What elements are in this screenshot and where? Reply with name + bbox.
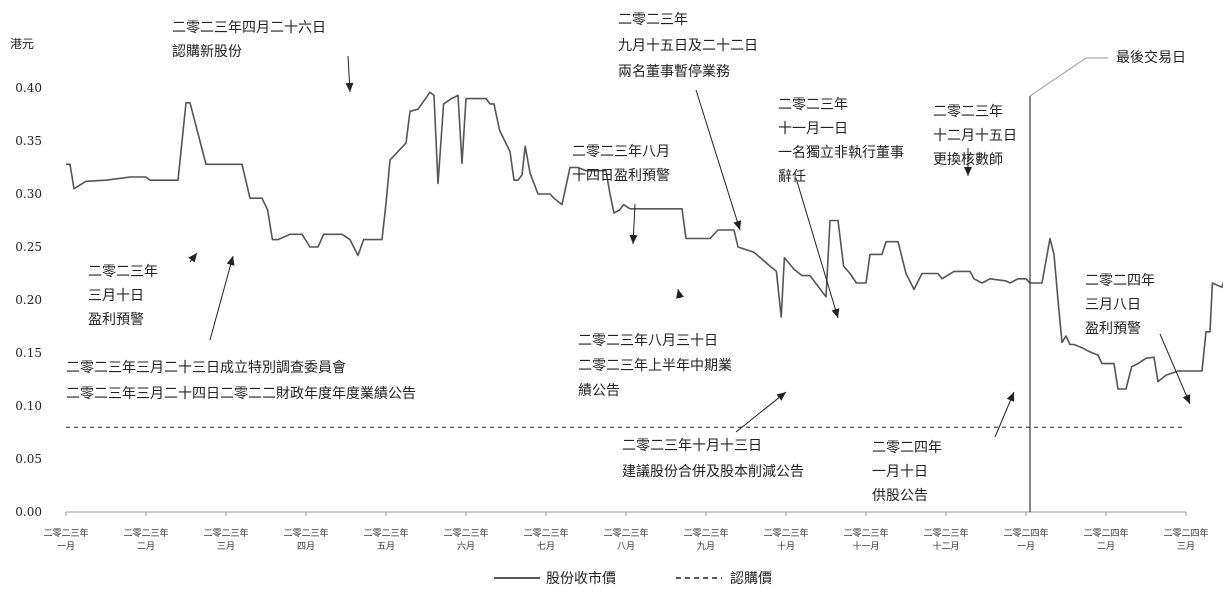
annotation-text: 二零二三年 <box>933 104 1003 120</box>
x-tick-label: 十二月 <box>932 540 959 552</box>
annotation-text: 最後交易日 <box>1116 49 1186 66</box>
annotation-text: 二零二三年上半年中期業 <box>578 358 732 374</box>
annotation-arrow-line <box>695 89 741 231</box>
annotation-arrow-head <box>964 167 972 176</box>
annotation-text: 二零二三年十月十三日 <box>622 438 762 454</box>
annotation-text: 十四日盈利預警 <box>572 168 670 184</box>
annotation-text: 二零二三年 <box>618 12 688 28</box>
y-tick-labels: 0.00 0.05 0.10 0.15 0.20 0.25 0.30 0.35 0.40 <box>15 81 42 519</box>
x-tick-label: 十月 <box>777 540 795 552</box>
y-tick-label: 0.25 <box>15 240 42 254</box>
x-tick-label: 二零二三年 <box>443 527 488 539</box>
y-tick-label: 0.20 <box>15 293 42 307</box>
annotation-arrow-head <box>1182 394 1191 404</box>
x-tick-label: 五月 <box>377 541 395 552</box>
annotation-text: 二零二三年八月三十日 <box>578 333 718 349</box>
last-trading-day-leader <box>1029 57 1108 97</box>
annotation-text: 供股公告 <box>872 488 928 504</box>
x-tick-label: 二零二三年 <box>203 527 248 539</box>
legend: 股份收市價 認購價 <box>494 570 772 587</box>
annotation-text: 二零二三年 <box>778 97 848 113</box>
annotation-text: 二零二三年四月二十六日 <box>172 20 326 36</box>
x-tick-label: 一月 <box>57 541 75 552</box>
annotation-arrow-head <box>776 392 786 401</box>
annotation-text: 三月十日 <box>88 288 144 304</box>
x-tick-label: 二零二四年 <box>1003 527 1048 539</box>
annotations: 二零二三年四月二十六日認購新股份二零二三年九月十五日及二十二日兩名董事暫停業務最… <box>66 12 1186 504</box>
y-tick-label: 0.35 <box>15 134 42 148</box>
annotation-text: 二零二三年 <box>88 264 158 280</box>
annotation-arrow-line <box>735 391 787 433</box>
y-tick-label: 0.40 <box>15 81 42 95</box>
legend-label-subscription-price: 認購價 <box>730 570 772 587</box>
annotation-text: 二零二三年三月二十三日成立特別調查委員會 <box>66 360 346 376</box>
annotation-text: 二零二三年三月二十四日二零二二財政年度年度業績公告 <box>66 386 416 402</box>
annotation-text: 建議股份合併及股本削減公告 <box>622 463 804 480</box>
x-tick-label: 二零二三年 <box>43 527 88 539</box>
annotation-text: 二零二四年 <box>872 440 942 456</box>
x-tick-label: 三月 <box>217 541 235 552</box>
annotation-text: 兩名董事暫停業務 <box>618 63 730 80</box>
annotation-text: 一名獨立非執行董事 <box>778 145 904 161</box>
annotation-arrow-head <box>733 220 742 230</box>
y-tick-label: 0.30 <box>15 187 42 201</box>
legend-label-closing-price: 股份收市價 <box>546 570 616 587</box>
annotation-arrow-head <box>629 234 638 244</box>
annotation-arrow-head <box>226 256 235 266</box>
x-tick-label: 二零二三年 <box>843 527 888 539</box>
x-tick-label: 二零二三年 <box>763 527 808 539</box>
x-tick-label: 八月 <box>617 541 635 552</box>
annotation-arrow-head <box>345 82 354 92</box>
x-tick-label: 二零二四年 <box>1163 527 1208 539</box>
annotation-text: 盈利預警 <box>88 312 144 328</box>
x-tick-label: 二零二三年 <box>923 527 968 539</box>
annotation-arrow-head <box>831 308 840 318</box>
x-tick-label: 二零二三年 <box>523 527 568 539</box>
y-tick-label: 0.00 <box>15 505 42 519</box>
x-tick-label: 九月 <box>697 541 715 552</box>
annotation-text: 一月十日 <box>872 464 928 480</box>
annotation-arrow-line <box>209 255 234 341</box>
x-tick-label: 七月 <box>537 541 555 552</box>
x-tick-label: 四月 <box>297 541 315 552</box>
x-tick-label: 二零二三年 <box>123 527 168 539</box>
annotation-text: 二零二三年八月 <box>572 144 670 160</box>
annotation-arrow-head <box>676 289 684 299</box>
annotation-text: 三月八日 <box>1085 297 1141 313</box>
annotation-text: 認購新股份 <box>172 44 242 60</box>
series-group <box>66 91 1223 428</box>
annotation-text: 十一月一日 <box>778 121 848 137</box>
x-tick-label: 一月 <box>1017 541 1035 552</box>
x-tick-label: 二零二三年 <box>683 527 728 539</box>
x-tick-label: 二零二三年 <box>603 527 648 539</box>
annotation-arrow-line <box>1159 333 1191 405</box>
annotation-text: 績公告 <box>578 383 620 399</box>
x-tick-label: 三月 <box>1177 541 1195 552</box>
x-tick-label: 二零二三年 <box>363 527 408 539</box>
y-tick-label: 0.10 <box>15 399 42 413</box>
annotation-text: 辭任 <box>778 169 806 185</box>
x-tick-label: 六月 <box>457 540 475 552</box>
annotation-arrow-line <box>795 177 839 319</box>
annotation-text: 十二月十五日 <box>933 128 1017 144</box>
x-tick-label: 十一月 <box>852 540 879 552</box>
x-tick-label: 二月 <box>1097 541 1115 552</box>
annotation-text: 二零二四年 <box>1085 273 1155 289</box>
annotation-text: 盈利預警 <box>1085 321 1141 337</box>
closing-price-line <box>66 91 1223 390</box>
annotation-text: 九月十五日及二十二日 <box>618 38 758 54</box>
annotation-arrow-head <box>1006 392 1015 402</box>
x-tick-label: 二月 <box>137 541 155 552</box>
y-tick-label: 0.15 <box>15 346 42 360</box>
x-tick-label: 二零二三年 <box>283 527 328 539</box>
y-tick-label: 0.05 <box>15 452 42 466</box>
x-tick-label: 二零二四年 <box>1083 527 1128 539</box>
y-axis-label: 港元 <box>10 37 34 51</box>
annotation-arrow-head <box>188 253 197 263</box>
annotation-arrows <box>188 55 1191 438</box>
